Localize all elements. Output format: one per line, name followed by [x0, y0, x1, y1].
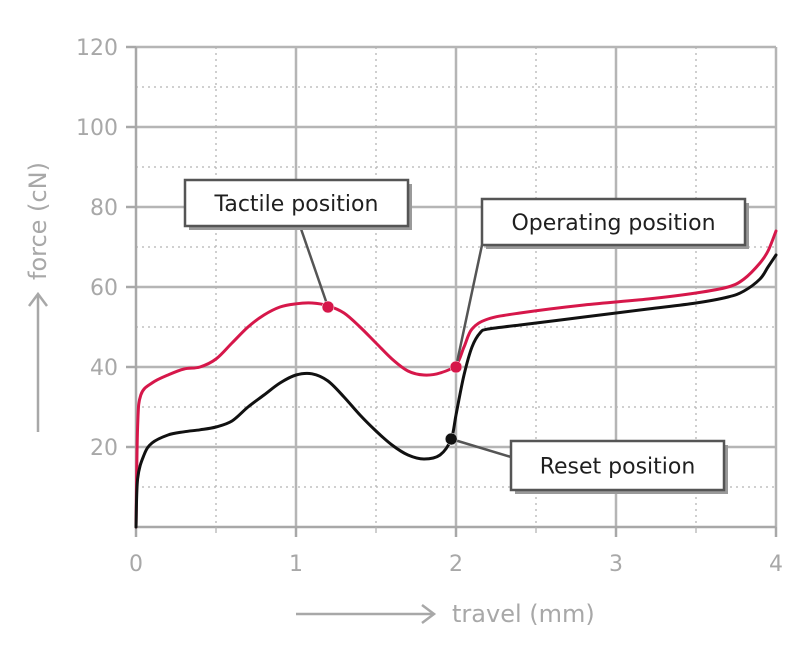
x-tick-label: 4	[769, 552, 783, 577]
callout-box	[480, 197, 747, 247]
x-axis-title: travel (mm)	[452, 600, 595, 628]
callout-label: Tactile position	[214, 192, 379, 217]
callouts: Tactile position Operating position Reset …	[183, 178, 749, 494]
callout-box	[183, 178, 410, 228]
x-tick-label: 3	[609, 552, 623, 577]
x-axis-label: travel (mm)	[296, 600, 595, 628]
y-tick-label: 60	[90, 276, 118, 301]
x-tick-label: 1	[289, 552, 303, 577]
x-tick-label: 2	[449, 552, 463, 577]
callout-point	[444, 432, 458, 446]
y-axis-label: force (cN)	[24, 162, 52, 432]
tick-labels: 0 1 2 3 4 20 40 60 80 100 120	[76, 36, 783, 577]
x-arrow-head	[421, 604, 437, 624]
series-lines	[134, 229, 778, 529]
callout-label: Reset position	[540, 455, 696, 480]
y-tick-label: 40	[90, 356, 118, 381]
callout-leader	[298, 225, 330, 308]
callout-point	[449, 360, 463, 374]
press-force-line	[134, 229, 778, 529]
callout-leader	[454, 244, 484, 368]
callout-reset-position: Reset position	[444, 432, 728, 494]
y-tick-label: 80	[90, 196, 118, 221]
x-tick-label: 0	[129, 552, 143, 577]
y-tick-label: 120	[76, 36, 118, 61]
callout-label: Operating position	[511, 211, 715, 236]
release-force-line	[134, 253, 778, 529]
callout-box	[509, 439, 726, 492]
y-tick-label: 20	[90, 436, 118, 461]
y-axis-title: force (cN)	[24, 162, 52, 280]
y-arrow-head	[28, 291, 48, 307]
callout-point	[321, 300, 335, 314]
y-tick-label: 100	[76, 116, 118, 141]
callout-tactile-position: Tactile position	[183, 178, 412, 314]
callout-operating-position: Operating position	[449, 197, 749, 374]
callout-leader	[450, 437, 512, 459]
